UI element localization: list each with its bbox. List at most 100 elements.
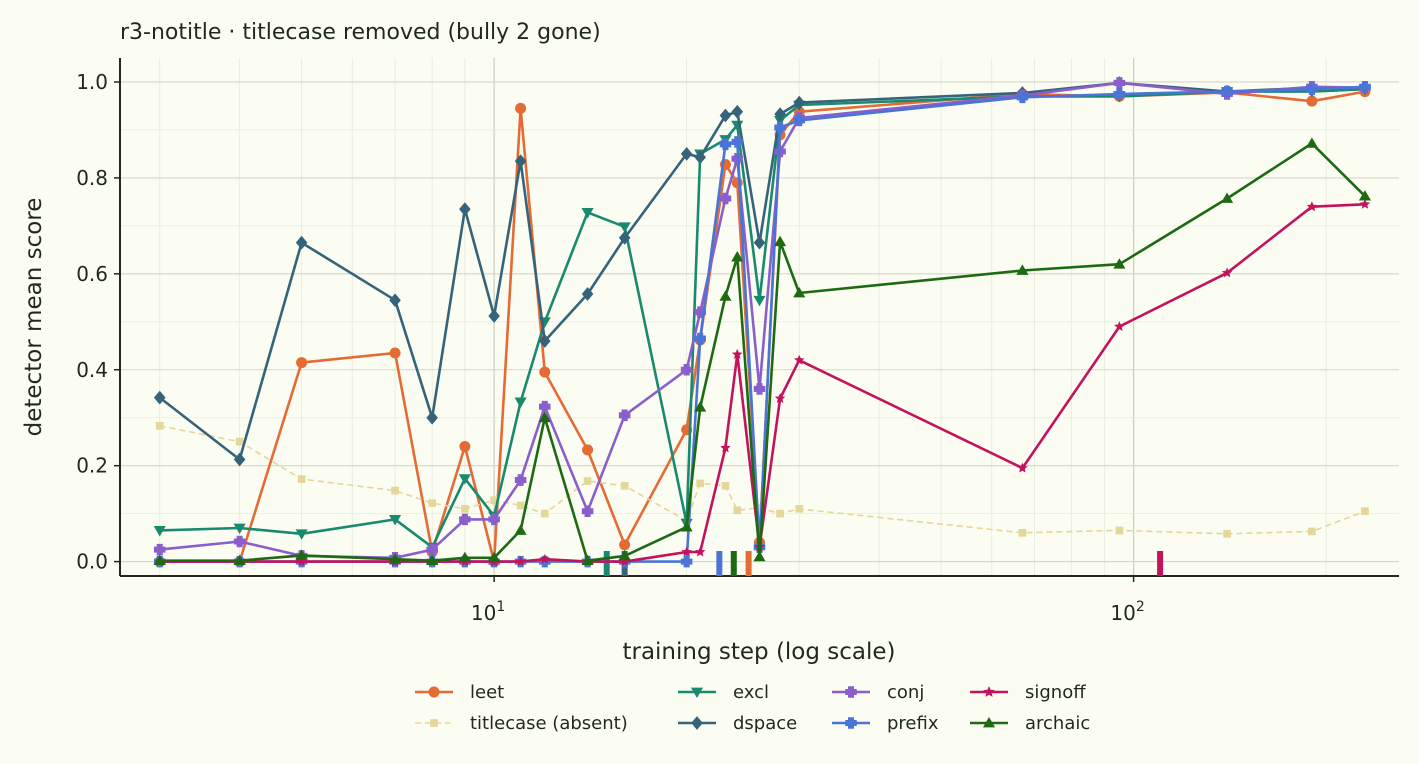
data-point bbox=[795, 505, 804, 513]
data-point bbox=[720, 442, 731, 453]
legend-swatch-marker bbox=[845, 717, 857, 729]
data-point bbox=[389, 347, 401, 359]
data-point bbox=[695, 546, 706, 557]
data-point bbox=[618, 222, 631, 233]
data-point bbox=[235, 437, 244, 446]
data-point bbox=[619, 539, 631, 551]
series-archaic bbox=[153, 137, 1371, 566]
data-point bbox=[1016, 264, 1029, 275]
data-point bbox=[389, 553, 402, 564]
y-tick-label: 1.0 bbox=[76, 70, 108, 94]
data-point bbox=[1221, 85, 1233, 98]
legend-item: prefix bbox=[832, 713, 939, 734]
data-point bbox=[774, 235, 787, 247]
data-point bbox=[618, 409, 631, 422]
data-point bbox=[1017, 462, 1028, 473]
data-point bbox=[793, 114, 806, 127]
data-point bbox=[581, 208, 594, 219]
y-tick-label: 0.8 bbox=[76, 166, 108, 190]
data-point bbox=[233, 452, 246, 467]
legend-swatch-marker bbox=[430, 719, 438, 727]
data-point bbox=[295, 235, 308, 250]
data-point bbox=[538, 334, 551, 348]
data-point bbox=[620, 482, 629, 490]
data-point bbox=[426, 410, 438, 425]
y-axis-label: detector mean score bbox=[21, 198, 47, 437]
series-lines bbox=[153, 76, 1371, 568]
legend-label: excl bbox=[733, 682, 769, 703]
data-point bbox=[774, 107, 786, 121]
data-point bbox=[233, 554, 246, 566]
data-point bbox=[515, 102, 527, 114]
data-point bbox=[1113, 258, 1126, 269]
data-point bbox=[719, 290, 732, 301]
data-point bbox=[428, 499, 436, 507]
legend-item: leet bbox=[415, 682, 504, 703]
data-point bbox=[296, 556, 307, 567]
data-point bbox=[1114, 321, 1125, 331]
legend-item: excl bbox=[678, 682, 769, 703]
data-point bbox=[794, 354, 805, 365]
data-point bbox=[1306, 201, 1318, 212]
y-tick-label: 0.0 bbox=[76, 550, 108, 574]
data-point bbox=[1308, 527, 1316, 536]
chart-title: r3-notitle · titlecase removed (bully 2 … bbox=[120, 20, 601, 45]
data-point bbox=[732, 348, 743, 359]
data-point bbox=[514, 154, 527, 168]
data-point bbox=[389, 515, 402, 526]
data-point bbox=[753, 550, 766, 562]
data-point bbox=[153, 543, 166, 556]
data-point bbox=[581, 554, 594, 566]
legend-swatch-marker bbox=[690, 687, 704, 699]
data-point bbox=[155, 422, 164, 430]
rug-mark bbox=[1157, 551, 1164, 576]
data-point bbox=[153, 526, 166, 537]
legend-label: archaic bbox=[1025, 713, 1090, 734]
data-point bbox=[618, 549, 631, 561]
data-point bbox=[1018, 529, 1027, 537]
data-point bbox=[488, 551, 501, 563]
data-point bbox=[459, 202, 471, 216]
data-point bbox=[1221, 267, 1233, 278]
data-point bbox=[1361, 507, 1369, 516]
data-point bbox=[1016, 91, 1029, 104]
data-point bbox=[774, 393, 786, 403]
data-point bbox=[1305, 137, 1318, 148]
data-point bbox=[515, 556, 526, 567]
data-point bbox=[488, 309, 500, 323]
data-point bbox=[680, 555, 693, 568]
legend: leet titlecase (absent) excl dspace conj pref… bbox=[415, 682, 1090, 734]
rug-mark bbox=[730, 551, 737, 576]
data-point bbox=[514, 474, 527, 486]
data-point bbox=[295, 549, 308, 560]
data-point bbox=[233, 523, 246, 535]
y-tick-label: 0.4 bbox=[76, 358, 108, 382]
data-point bbox=[581, 505, 594, 518]
data-point bbox=[488, 513, 500, 526]
data-point bbox=[719, 192, 732, 205]
data-point bbox=[1113, 77, 1126, 89]
legend-swatch-marker bbox=[983, 686, 995, 697]
x-tick-label: 102 bbox=[1110, 599, 1144, 625]
data-point bbox=[540, 509, 549, 518]
data-point bbox=[1359, 198, 1371, 209]
data-point bbox=[582, 444, 594, 456]
legend-swatch-marker bbox=[982, 716, 996, 728]
legend-label: prefix bbox=[887, 713, 939, 734]
data-point bbox=[696, 479, 705, 488]
data-point bbox=[539, 553, 550, 564]
data-point bbox=[538, 400, 551, 413]
data-point bbox=[1115, 526, 1124, 535]
rug-mark bbox=[716, 551, 723, 576]
data-point bbox=[458, 551, 471, 563]
data-point bbox=[753, 383, 766, 395]
rug-mark bbox=[603, 551, 610, 576]
data-point bbox=[1223, 529, 1231, 538]
data-point bbox=[681, 546, 692, 557]
data-point bbox=[680, 147, 693, 161]
data-point bbox=[731, 136, 744, 148]
data-point bbox=[755, 504, 764, 512]
data-point bbox=[490, 496, 498, 505]
rug-mark bbox=[745, 551, 752, 576]
